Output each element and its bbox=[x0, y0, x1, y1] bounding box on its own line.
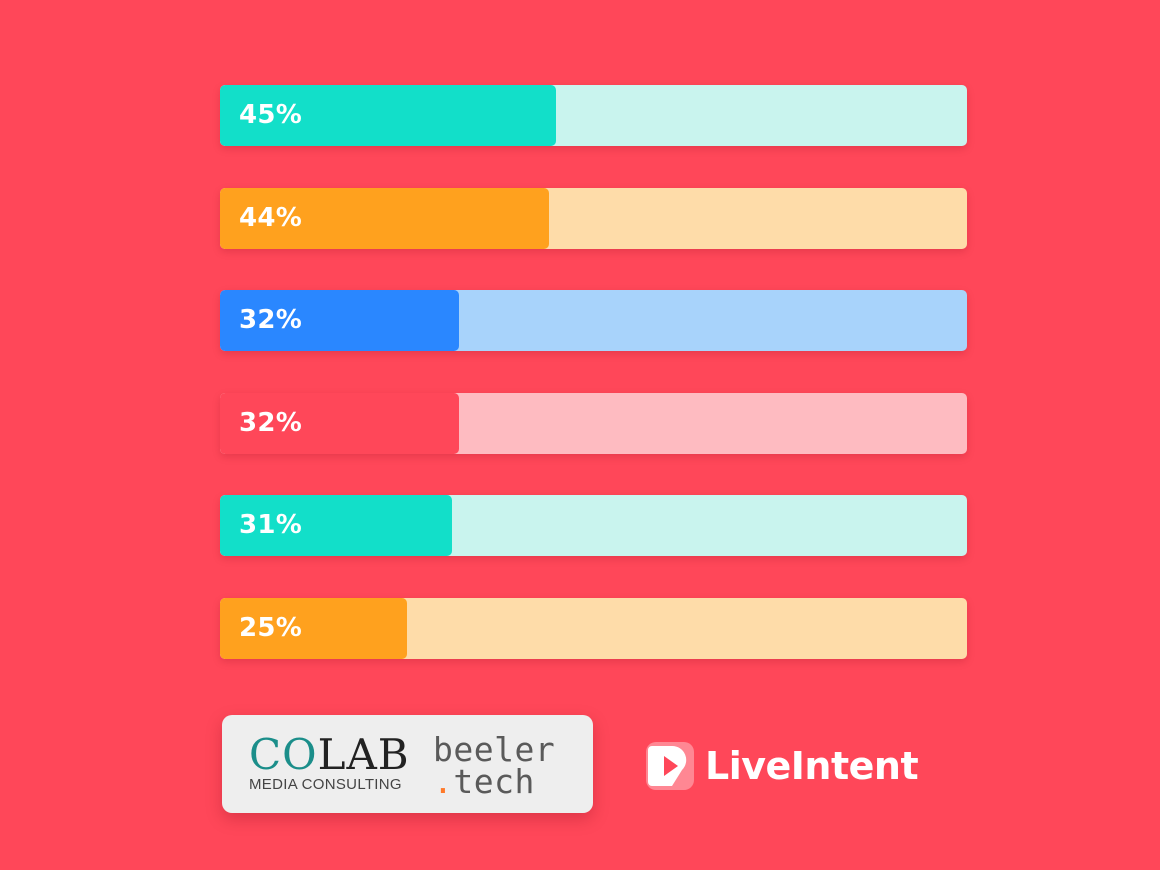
bar-value-label: 44% bbox=[239, 203, 303, 233]
bar-value-label: 31% bbox=[239, 510, 303, 540]
colab-logo: COLAB MEDIA CONSULTING bbox=[249, 733, 414, 797]
bar bbox=[220, 85, 556, 146]
colab-wordmark-co: CO bbox=[249, 730, 318, 779]
bar bbox=[220, 393, 459, 454]
beeler-tech-logo: beeler .tech bbox=[433, 730, 573, 799]
bar-value-label: 32% bbox=[239, 408, 303, 438]
bar bbox=[220, 290, 459, 351]
bar-value-label: 32% bbox=[239, 305, 303, 335]
liveintent-wordmark: LiveIntent bbox=[705, 744, 919, 788]
bar-value-label: 25% bbox=[239, 613, 303, 643]
bar bbox=[220, 495, 452, 556]
beeler-tech-word: tech bbox=[453, 762, 535, 801]
bar-track: 31% bbox=[220, 495, 967, 556]
liveintent-mark-icon bbox=[646, 742, 694, 790]
beeler-tech-line: .tech bbox=[433, 765, 535, 799]
bar bbox=[220, 188, 549, 249]
liveintent-logo: LiveIntent bbox=[644, 740, 944, 792]
colab-subtitle: MEDIA CONSULTING bbox=[249, 776, 402, 793]
beeler-wordmark: beeler bbox=[433, 730, 556, 769]
colab-wordmark: COLAB bbox=[249, 733, 410, 777]
bar-track: 44% bbox=[220, 188, 967, 249]
beeler-dot: . bbox=[433, 762, 454, 801]
bar-track: 45% bbox=[220, 85, 967, 146]
bar-track: 32% bbox=[220, 393, 967, 454]
bar-value-label: 45% bbox=[239, 100, 303, 130]
colab-wordmark-lab: LAB bbox=[317, 730, 410, 779]
bar-chart: 45% 44% 32% 32% 31% 25% bbox=[220, 85, 967, 660]
partner-logos-card: COLAB MEDIA CONSULTING beeler .tech bbox=[222, 715, 593, 813]
bar-track: 32% bbox=[220, 290, 967, 351]
bar bbox=[220, 598, 407, 659]
bar-track: 25% bbox=[220, 598, 967, 659]
